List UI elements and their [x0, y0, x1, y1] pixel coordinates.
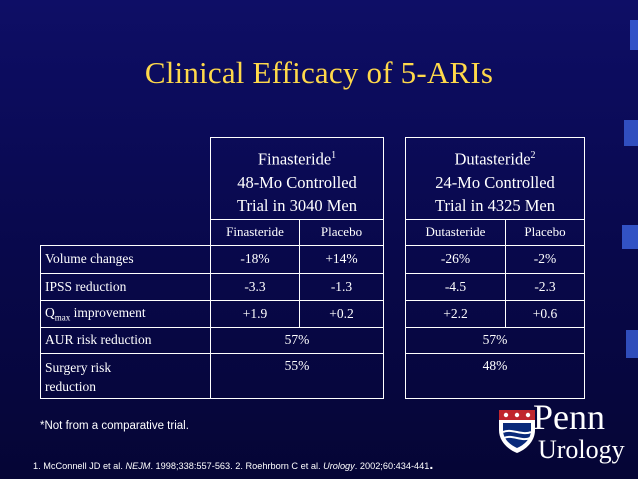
finasteride-header: Finasteride1 48-Mo Controlled Trial in 3… — [210, 137, 384, 220]
col-finasteride-placebo: Placebo — [299, 218, 384, 246]
efficacy-table: Finasteride1 48-Mo Controlled Trial in 3… — [40, 137, 585, 399]
table-row: IPSS reduction -3.3 -1.3 -4.5 -2.3 — [40, 272, 585, 301]
dutasteride-header: Dutasteride2 24-Mo Controlled Trial in 4… — [405, 137, 585, 220]
table-row: Surgery risk reduction 55% 48% — [40, 352, 585, 399]
col-finasteride: Finasteride — [210, 218, 300, 246]
logo-penn-text: Penn — [533, 397, 605, 437]
footnote: *Not from a comparative trial. — [40, 420, 189, 432]
qmax-label: Qmax improvement — [40, 299, 211, 328]
references: 1. McConnell JD et al. NEJM. 1998;338:55… — [33, 456, 434, 472]
edge-decoration — [622, 20, 638, 358]
slide-title: Clinical Efficacy of 5-ARIs — [144, 55, 494, 90]
col-dutasteride-placebo: Placebo — [505, 218, 585, 246]
table-header-row: Finasteride1 48-Mo Controlled Trial in 3… — [41, 137, 585, 220]
col-dutasteride: Dutasteride — [405, 218, 506, 246]
table-row: Volume changes -18% +14% -26% -2% — [40, 244, 585, 274]
table-row: Qmax improvement +1.9 +0.2 +2.2 +0.6 — [40, 299, 585, 328]
penn-urology-logo: Penn Urology — [497, 397, 625, 468]
table-subheader-row: Finasteride Placebo Dutasteride Placebo — [41, 218, 585, 246]
logo-urology-text: Urology — [538, 435, 625, 464]
penn-shield-icon — [499, 410, 535, 453]
table-row: AUR risk reduction 57% 57% — [40, 326, 585, 354]
